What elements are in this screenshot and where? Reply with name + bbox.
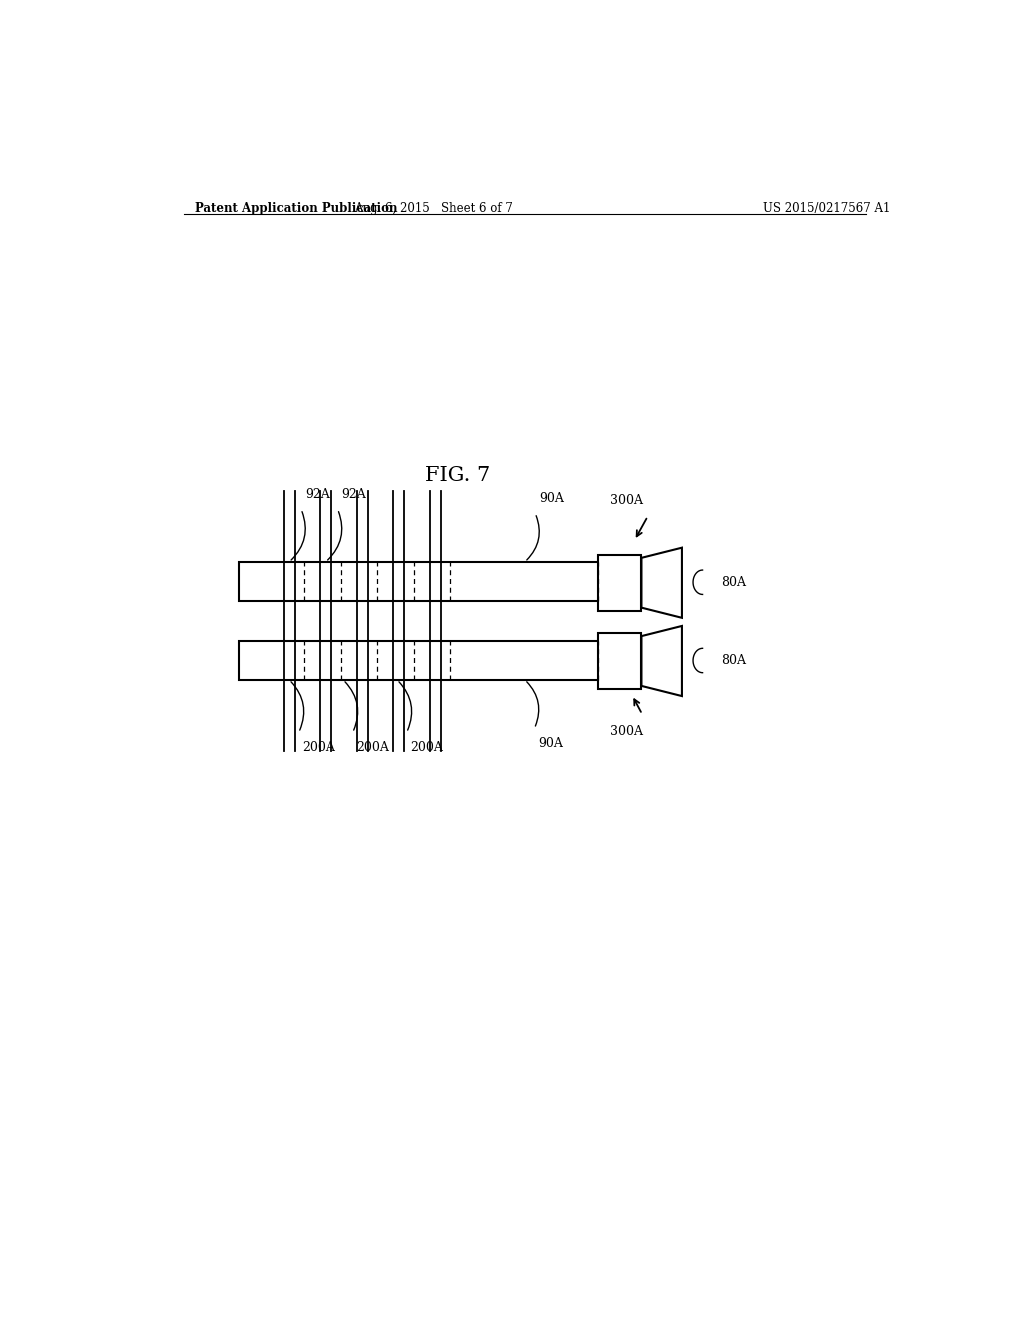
Text: Aug. 6, 2015   Sheet 6 of 7: Aug. 6, 2015 Sheet 6 of 7 — [354, 202, 513, 215]
Text: 300A: 300A — [610, 494, 643, 507]
Text: 90A: 90A — [539, 737, 563, 750]
Text: 80A: 80A — [721, 653, 745, 667]
Text: 90A: 90A — [539, 492, 564, 506]
Text: 200A: 200A — [303, 741, 336, 754]
Polygon shape — [641, 548, 682, 618]
Bar — [240, 642, 621, 680]
Bar — [598, 554, 641, 611]
Text: 80A: 80A — [721, 576, 745, 589]
Text: 200A: 200A — [411, 741, 443, 754]
Text: 92A: 92A — [305, 488, 330, 500]
Text: 200A: 200A — [356, 741, 389, 754]
Text: US 2015/0217567 A1: US 2015/0217567 A1 — [763, 202, 890, 215]
Bar — [240, 562, 621, 601]
Text: 92A: 92A — [341, 488, 367, 500]
Bar — [598, 634, 641, 689]
Text: FIG. 7: FIG. 7 — [425, 466, 489, 484]
Polygon shape — [641, 626, 682, 696]
Text: Patent Application Publication: Patent Application Publication — [196, 202, 398, 215]
Text: 300A: 300A — [610, 725, 643, 738]
